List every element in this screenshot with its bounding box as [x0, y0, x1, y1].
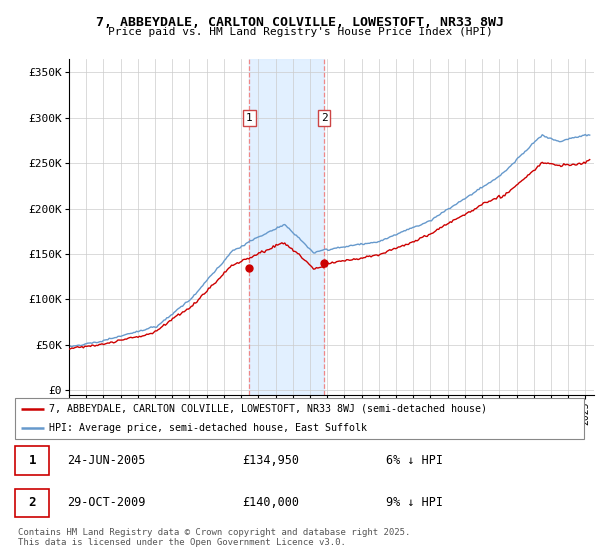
Text: 9% ↓ HPI: 9% ↓ HPI [386, 496, 443, 510]
Text: 6% ↓ HPI: 6% ↓ HPI [386, 454, 443, 467]
Text: Contains HM Land Registry data © Crown copyright and database right 2025.
This d: Contains HM Land Registry data © Crown c… [18, 528, 410, 547]
Text: 24-JUN-2005: 24-JUN-2005 [67, 454, 145, 467]
Text: 29-OCT-2009: 29-OCT-2009 [67, 496, 145, 510]
FancyBboxPatch shape [15, 489, 49, 517]
Text: 1: 1 [246, 113, 253, 123]
Text: £134,950: £134,950 [242, 454, 299, 467]
Bar [250, 59, 324, 395]
FancyBboxPatch shape [15, 446, 49, 475]
Text: 2: 2 [28, 496, 36, 510]
Text: 7, ABBEYDALE, CARLTON COLVILLE, LOWESTOFT, NR33 8WJ: 7, ABBEYDALE, CARLTON COLVILLE, LOWESTOF… [96, 16, 504, 29]
Text: 2: 2 [321, 113, 328, 123]
Text: £140,000: £140,000 [242, 496, 299, 510]
Text: HPI: Average price, semi-detached house, East Suffolk: HPI: Average price, semi-detached house,… [49, 423, 367, 433]
Text: 7, ABBEYDALE, CARLTON COLVILLE, LOWESTOFT, NR33 8WJ (semi-detached house): 7, ABBEYDALE, CARLTON COLVILLE, LOWESTOF… [49, 404, 487, 414]
Text: Price paid vs. HM Land Registry's House Price Index (HPI): Price paid vs. HM Land Registry's House … [107, 27, 493, 37]
FancyBboxPatch shape [15, 399, 584, 439]
Text: 1: 1 [28, 454, 36, 467]
